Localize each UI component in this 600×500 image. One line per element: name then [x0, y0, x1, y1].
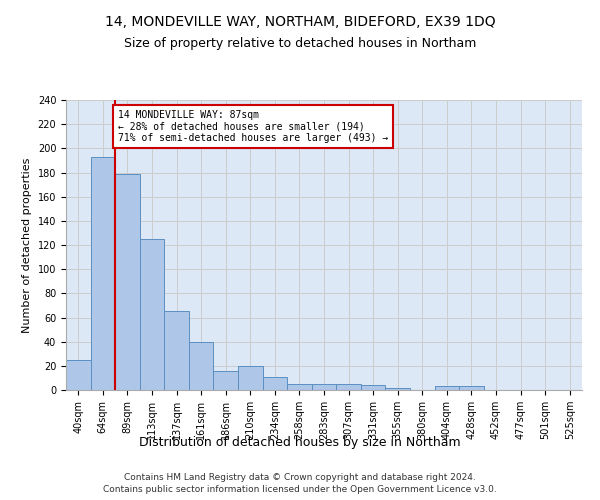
Bar — [287, 384, 312, 390]
Y-axis label: Number of detached properties: Number of detached properties — [22, 158, 32, 332]
Bar — [189, 342, 214, 390]
Bar — [263, 376, 287, 390]
Bar — [238, 366, 263, 390]
Text: Size of property relative to detached houses in Northam: Size of property relative to detached ho… — [124, 38, 476, 51]
Bar — [459, 386, 484, 390]
Bar — [361, 385, 385, 390]
Text: 14, MONDEVILLE WAY, NORTHAM, BIDEFORD, EX39 1DQ: 14, MONDEVILLE WAY, NORTHAM, BIDEFORD, E… — [104, 15, 496, 29]
Bar — [312, 384, 336, 390]
Bar — [336, 384, 361, 390]
Bar — [140, 239, 164, 390]
Bar — [66, 360, 91, 390]
Text: 14 MONDEVILLE WAY: 87sqm
← 28% of detached houses are smaller (194)
71% of semi-: 14 MONDEVILLE WAY: 87sqm ← 28% of detach… — [118, 110, 388, 143]
Bar — [164, 312, 189, 390]
Text: Distribution of detached houses by size in Northam: Distribution of detached houses by size … — [139, 436, 461, 449]
Bar — [385, 388, 410, 390]
Bar — [91, 157, 115, 390]
Bar — [214, 370, 238, 390]
Text: Contains HM Land Registry data © Crown copyright and database right 2024.
Contai: Contains HM Land Registry data © Crown c… — [103, 472, 497, 494]
Bar — [115, 174, 140, 390]
Bar — [434, 386, 459, 390]
